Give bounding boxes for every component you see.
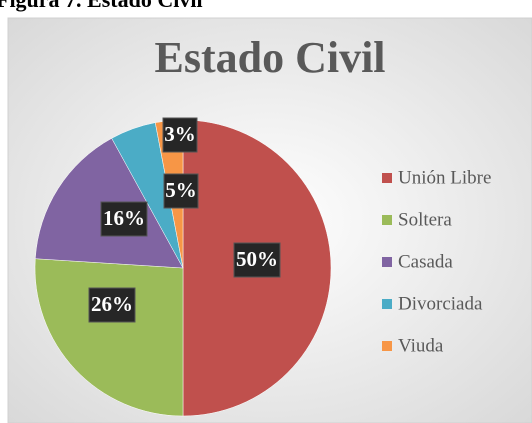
data-label: 26% xyxy=(91,292,133,316)
pie-slice xyxy=(34,258,184,417)
chart-title: Estado Civil xyxy=(154,33,385,82)
legend-swatch xyxy=(382,257,392,267)
data-label: 5% xyxy=(165,178,197,202)
legend-swatch xyxy=(382,215,392,225)
data-label-box xyxy=(163,173,199,209)
data-label: 16% xyxy=(103,206,145,230)
legend-label: Casada xyxy=(398,251,453,272)
legend-label: Viuda xyxy=(398,335,444,356)
legend-label: Unión Libre xyxy=(398,167,491,188)
legend-swatch xyxy=(382,299,392,309)
legend-swatch xyxy=(382,173,392,183)
caption: Figura 7. Estado Civil xyxy=(0,0,203,12)
data-label-box xyxy=(233,242,281,278)
data-label: 3% xyxy=(164,122,196,146)
legend-label: Divorciada xyxy=(398,293,483,314)
data-label-box xyxy=(88,287,136,323)
data-label-box xyxy=(100,201,148,237)
data-label-box xyxy=(162,117,198,153)
legend-swatch xyxy=(382,341,392,351)
data-label: 50% xyxy=(236,247,278,271)
legend-label: Soltera xyxy=(398,209,452,230)
